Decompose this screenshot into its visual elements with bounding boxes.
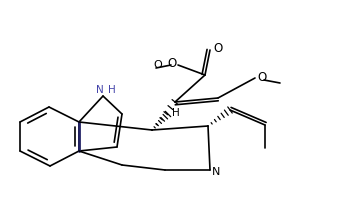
Text: H: H: [108, 85, 116, 95]
Text: N: N: [96, 85, 104, 95]
Text: N: N: [212, 167, 221, 177]
Text: O: O: [257, 70, 266, 84]
Text: O: O: [168, 57, 176, 70]
Text: O: O: [154, 60, 163, 70]
Text: H: H: [172, 108, 180, 118]
Text: O: O: [213, 42, 222, 55]
